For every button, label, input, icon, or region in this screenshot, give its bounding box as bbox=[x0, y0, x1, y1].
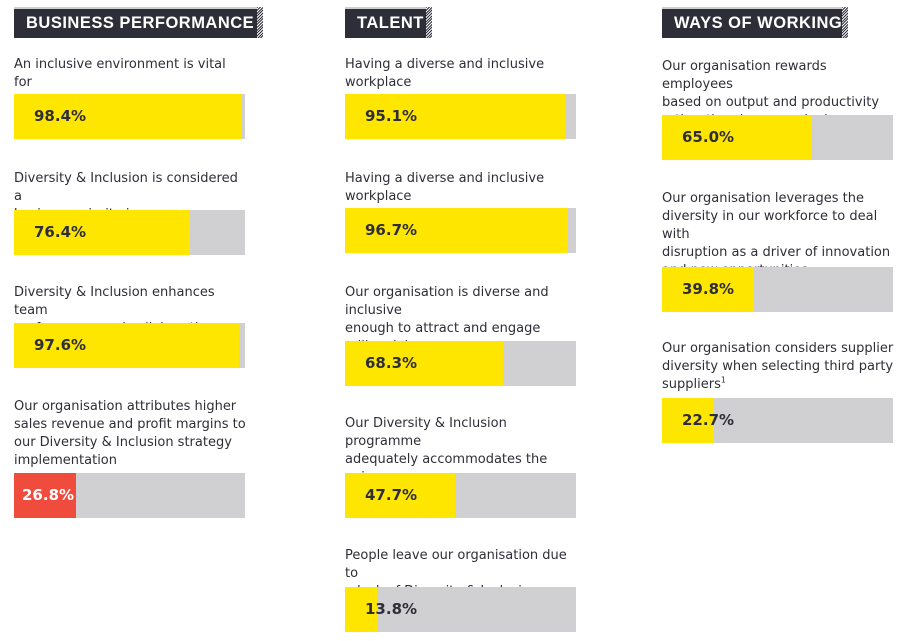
bar-fill bbox=[662, 398, 715, 443]
bar-item: Our organisation is diverse and inclusiv… bbox=[345, 284, 577, 386]
bar-value-label: 98.4% bbox=[34, 107, 87, 125]
chart-title: WAYS OF WORKING bbox=[662, 7, 848, 38]
bar-track: 68.3% bbox=[345, 341, 576, 386]
bar-question: Our organisation attributes higher sales… bbox=[14, 399, 246, 468]
bar-track: 76.4% bbox=[14, 210, 245, 255]
bar-value-label: 96.7% bbox=[365, 221, 418, 239]
bar-track: 98.4% bbox=[14, 94, 245, 139]
footnote-marker: 1 bbox=[720, 375, 726, 385]
bar-fill bbox=[345, 473, 456, 518]
bar-fill bbox=[14, 473, 76, 518]
bar-item: Diversity & Inclusion is considered a bu… bbox=[14, 170, 246, 255]
bar-item: People leave our organisation due to a l… bbox=[345, 547, 577, 632]
bar-value-label: 13.8% bbox=[365, 600, 418, 618]
bar-track: 96.7% bbox=[345, 208, 576, 253]
bar-track: 26.8% bbox=[14, 473, 245, 518]
chart-title: BUSINESS PERFORMANCE bbox=[14, 7, 263, 38]
bar-value-label: 76.4% bbox=[34, 223, 87, 241]
bar-track: 22.7% bbox=[662, 398, 893, 443]
bar-item: Our Diversity & Inclusion programme adeq… bbox=[345, 415, 577, 518]
bar-value-label: 68.3% bbox=[365, 354, 418, 372]
bar-track: 95.1% bbox=[345, 94, 576, 139]
bar-item: Our organisation rewards employees based… bbox=[662, 58, 894, 160]
bar-fill bbox=[345, 94, 565, 139]
bar-fill bbox=[662, 115, 813, 160]
bar-item: Having a diverse and inclusive workplace… bbox=[345, 56, 577, 139]
bar-value-label: 39.8% bbox=[682, 280, 735, 298]
bar-fill bbox=[14, 323, 240, 368]
chart-title: TALENT bbox=[345, 7, 432, 38]
bar-track: 65.0% bbox=[662, 115, 893, 160]
bar-question: Our organisation considers supplier dive… bbox=[662, 341, 894, 392]
bar-track: 13.8% bbox=[345, 587, 576, 632]
bar-fill bbox=[345, 208, 569, 253]
bar-item: Having a diverse and inclusive workplace… bbox=[345, 170, 577, 253]
bar-value-label: 97.6% bbox=[34, 336, 87, 354]
bar-fill bbox=[662, 267, 754, 312]
bar-fill bbox=[14, 94, 242, 139]
bar-value-label: 47.7% bbox=[365, 486, 418, 504]
bar-fill bbox=[345, 587, 377, 632]
bar-value-label: 22.7% bbox=[682, 411, 735, 429]
bar-item: Our organisation considers supplier dive… bbox=[662, 340, 894, 443]
bar-value-label: 65.0% bbox=[682, 128, 735, 146]
bar-track: 39.8% bbox=[662, 267, 893, 312]
bar-track: 97.6% bbox=[14, 323, 245, 368]
bar-item: Our organisation attributes higher sales… bbox=[14, 398, 246, 518]
bar-value-label: 26.8% bbox=[22, 486, 75, 504]
bar-track: 47.7% bbox=[345, 473, 576, 518]
bar-fill bbox=[345, 341, 503, 386]
bar-fill bbox=[14, 210, 191, 255]
bar-item: Our organisation leverages the diversity… bbox=[662, 190, 894, 312]
bar-item: An inclusive environment is vital for bu… bbox=[14, 56, 246, 139]
bar-item: Diversity & Inclusion enhances team perf… bbox=[14, 284, 246, 368]
bar-value-label: 95.1% bbox=[365, 107, 418, 125]
